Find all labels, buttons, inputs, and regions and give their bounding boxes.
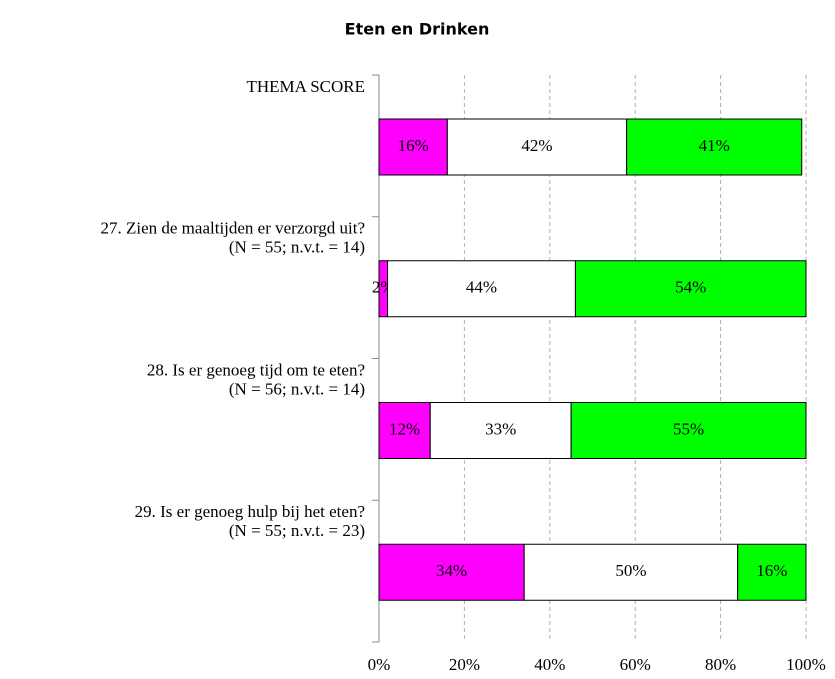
value-label: 41% bbox=[699, 136, 730, 155]
value-label: 12% bbox=[389, 419, 420, 438]
value-label: 34% bbox=[436, 561, 467, 580]
bar-segment bbox=[570, 402, 807, 459]
value-label: 44% bbox=[466, 278, 497, 297]
value-label: 16% bbox=[398, 136, 429, 155]
value-label: 42% bbox=[521, 136, 552, 155]
category-label: (N = 55; n.v.t. = 14) bbox=[229, 238, 365, 257]
x-tick-label: 80% bbox=[705, 655, 736, 674]
bar-segment bbox=[446, 118, 628, 176]
value-label: 50% bbox=[615, 561, 646, 580]
bar-segment bbox=[574, 260, 807, 318]
x-tick-label: 100% bbox=[786, 655, 826, 674]
bar-segment bbox=[626, 118, 803, 176]
x-tick-label: 20% bbox=[449, 655, 480, 674]
value-label: 55% bbox=[673, 419, 704, 438]
bar-segment bbox=[378, 118, 448, 176]
x-tick-label: 40% bbox=[534, 655, 565, 674]
bar-segment bbox=[737, 543, 807, 601]
value-label: 33% bbox=[485, 419, 516, 438]
category-label: 27. Zien de maaltijden er verzorgd uit? bbox=[100, 219, 365, 238]
chart-title: Eten en Drinken bbox=[345, 20, 490, 39]
value-label: 54% bbox=[675, 278, 706, 297]
category-label: (N = 55; n.v.t. = 23) bbox=[229, 521, 365, 540]
bar-segment bbox=[523, 543, 739, 601]
category-label: (N = 56; n.v.t. = 14) bbox=[229, 379, 365, 398]
category-label: 28. Is er genoeg tijd om te eten? bbox=[147, 360, 365, 379]
bar-segment bbox=[387, 260, 576, 318]
bar-segment bbox=[429, 402, 572, 459]
bar-segment bbox=[378, 402, 431, 459]
category-label: 29. Is er genoeg hulp bij het eten? bbox=[135, 502, 365, 521]
value-label: 16% bbox=[756, 561, 787, 580]
bar-segment bbox=[378, 543, 525, 601]
x-tick-label: 60% bbox=[620, 655, 651, 674]
x-tick-label: 0% bbox=[368, 655, 391, 674]
category-label: THEMA SCORE bbox=[246, 77, 365, 96]
